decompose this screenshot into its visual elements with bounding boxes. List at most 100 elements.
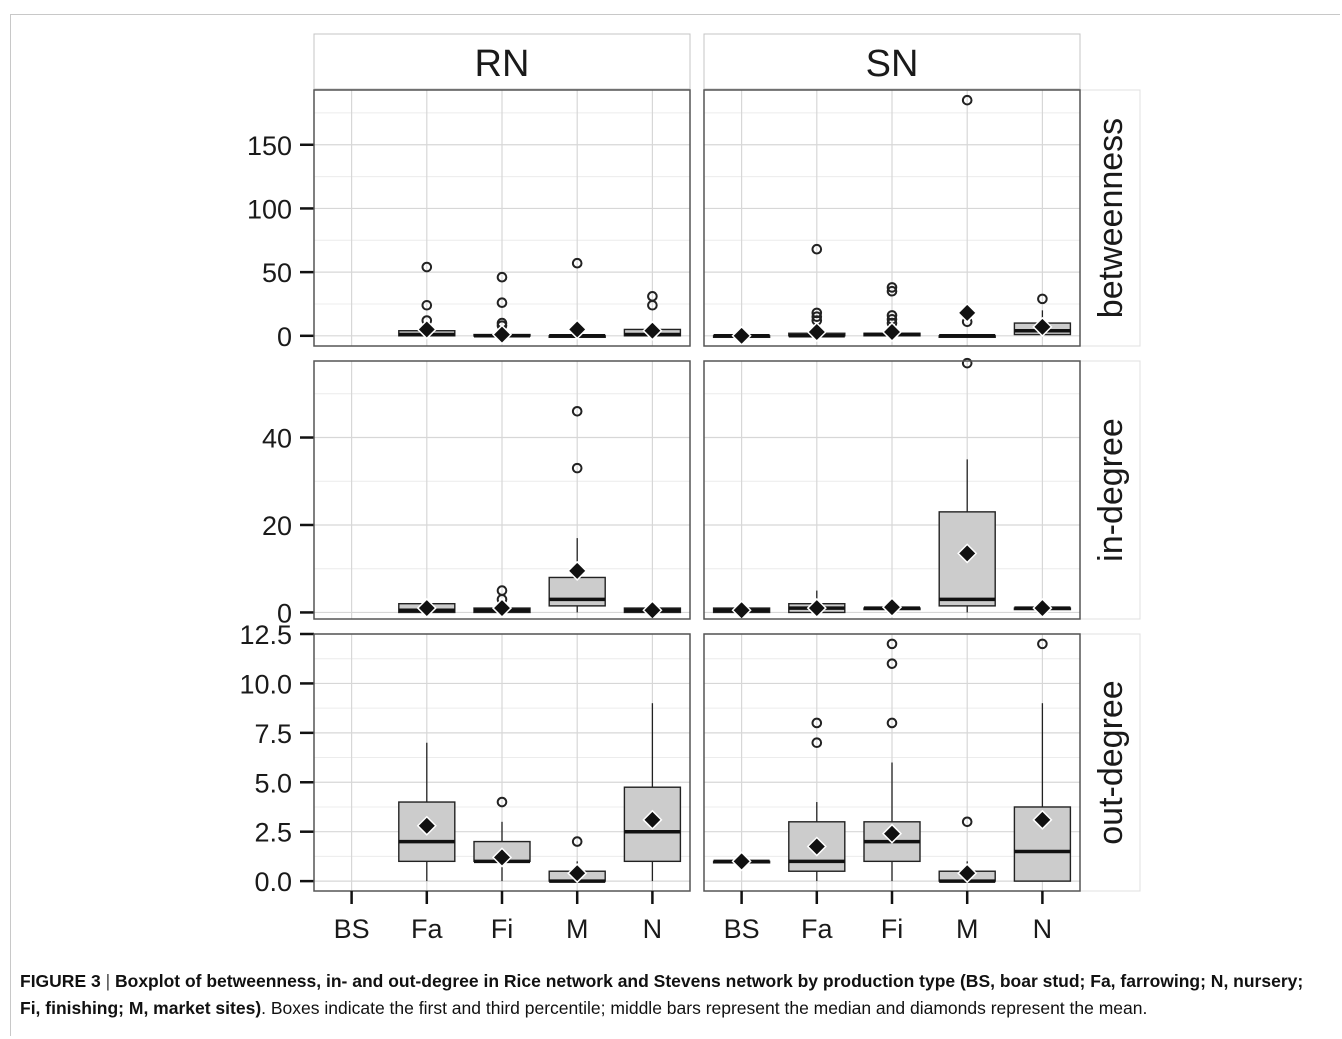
box-sn-betweenness-fa: [788, 243, 846, 343]
mean-diamond: [1032, 598, 1053, 619]
x-tick-label: Fa: [411, 914, 443, 944]
box-sn-betweenness-m: [938, 94, 996, 339]
outlier-point: [961, 357, 973, 369]
outlier-point: [496, 271, 508, 283]
strip-out-degree: [1079, 633, 1141, 892]
outlier-point: [961, 94, 973, 106]
mean-diamond: [957, 302, 978, 323]
x-tick-label: M: [956, 914, 979, 944]
outlier-point: [647, 291, 658, 302]
outlier-point: [496, 796, 508, 808]
outlier-point: [571, 462, 583, 474]
figure-frame: [10, 14, 1340, 1036]
mean-diamond: [491, 324, 513, 345]
mean-diamond: [416, 598, 437, 619]
panel-sn-betweenness: [703, 89, 1081, 347]
y-tick-label: 0.0: [254, 867, 292, 897]
strip-label-rn: RN: [475, 43, 530, 85]
mean-diamond: [881, 597, 903, 618]
x-tick-label: Fi: [881, 914, 904, 944]
box-sn-in-degree-n: [1013, 598, 1072, 619]
box-sn-in-degree-fi: [863, 597, 921, 618]
box-sn-out-degree-bs: [712, 851, 771, 872]
outlier-point: [571, 405, 583, 417]
box-sn-betweenness-n: [1013, 293, 1072, 337]
strip-sn: [703, 33, 1081, 90]
box-sn-betweenness-fi: [863, 282, 921, 343]
strip-rn: [313, 33, 691, 90]
mean-diamond: [491, 598, 513, 619]
y-tick-label: 10.0: [239, 669, 292, 699]
y-tick-label: 150: [247, 131, 292, 161]
outlier-point: [886, 282, 898, 293]
panel-border: [313, 89, 691, 347]
mean-diamond: [957, 863, 978, 884]
figure-label: FIGURE 3: [20, 971, 101, 991]
y-tick-label: 100: [247, 194, 292, 224]
y-tick-label: 12.5: [239, 620, 292, 650]
mean-diamond: [1032, 316, 1053, 337]
y-tick-label: 7.5: [254, 719, 292, 749]
box-rn-out-degree-fi: [473, 796, 531, 882]
box-sn-in-degree-fa: [788, 590, 846, 619]
strip-in-degree: [1079, 360, 1141, 620]
box-rn-out-degree-n: [623, 703, 682, 882]
panel-rn-out-degree: [313, 633, 691, 892]
outlier-point: [886, 310, 898, 321]
mean-diamond: [416, 319, 437, 340]
outlier-point: [811, 307, 823, 319]
panel-border: [703, 360, 1081, 620]
boxplot-chart: RN SN betweenness 0 50 100 150 in-degree 0 20 40 ou…: [239, 33, 1141, 944]
outlier-point: [961, 816, 973, 828]
mean-diamond: [642, 320, 663, 341]
mean-diamond: [567, 560, 588, 581]
figure-title: Boxplot of betweenness, in- and out-degr…: [20, 971, 1304, 1018]
mean-diamond: [881, 321, 903, 343]
y-tick-label: 50: [262, 258, 292, 288]
box-sn-in-degree-m: [938, 357, 996, 613]
strip-label-in-degree: in-degree: [1092, 418, 1130, 562]
mean-diamond: [567, 863, 588, 884]
box-rn-betweenness-fi: [473, 271, 531, 345]
mean-diamond: [567, 319, 588, 340]
strip-label-out-degree: out-degree: [1092, 680, 1130, 844]
mean-diamond: [881, 823, 903, 844]
mean-diamond: [806, 321, 827, 343]
outlier-point: [1037, 638, 1048, 650]
outlier-point: [496, 297, 508, 308]
panel-border: [313, 360, 691, 620]
y-tick-label: 2.5: [254, 818, 292, 848]
x-tick-label: M: [566, 914, 589, 944]
outlier-point: [811, 717, 823, 729]
box-rn-in-degree-m: [548, 405, 606, 613]
y-tick-label: 40: [262, 424, 292, 454]
outlier-point: [571, 836, 583, 847]
mean-diamond: [416, 815, 437, 836]
box-sn-out-degree-fa: [788, 717, 846, 882]
x-tick-label: N: [1033, 914, 1053, 944]
outlier-point: [811, 243, 823, 255]
figure-separator: |: [100, 971, 115, 991]
x-tick-label: Fi: [491, 914, 514, 944]
y-tick-label: 20: [262, 511, 292, 541]
mean-diamond: [806, 836, 827, 857]
panel-sn-in-degree: [703, 357, 1081, 621]
mean-diamond: [957, 543, 978, 564]
box-sn-betweenness-bs: [712, 325, 771, 346]
x-tick-label: BS: [334, 914, 370, 944]
box-rn-betweenness-n: [623, 291, 682, 341]
y-tick-label: 0: [277, 322, 292, 352]
panel-border: [703, 89, 1081, 347]
x-tick-label: N: [643, 914, 663, 944]
box-sn-out-degree-m: [938, 816, 996, 884]
x-tick-label: BS: [724, 914, 760, 944]
mean-diamond: [731, 851, 752, 872]
box-rn-in-degree-fi: [473, 585, 531, 619]
mean-diamond: [731, 325, 752, 346]
outlier-point: [571, 257, 583, 269]
outlier-point: [811, 311, 823, 323]
box-sn-out-degree-fi: [863, 638, 921, 882]
box-rn-in-degree-fa: [398, 598, 456, 619]
y-tick-label: 5.0: [254, 768, 292, 798]
mean-diamond: [491, 847, 513, 868]
